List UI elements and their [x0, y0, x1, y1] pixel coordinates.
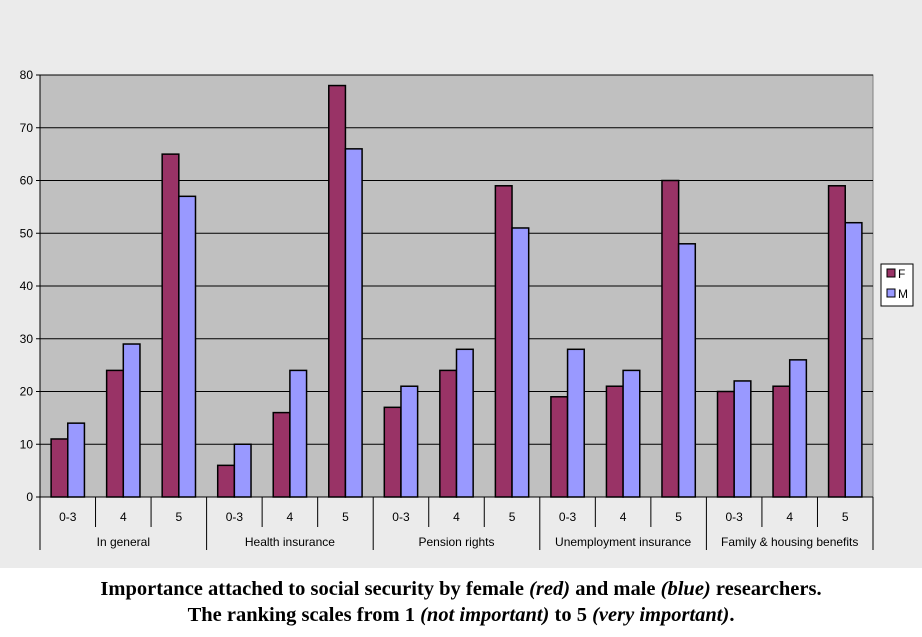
x-tick-label: 0-3: [392, 510, 410, 524]
y-tick-label: 40: [20, 279, 34, 293]
caption-line-2: The ranking scales from 1 (not important…: [187, 604, 735, 626]
x-tick-label: 5: [342, 510, 349, 524]
y-tick-label: 10: [20, 437, 34, 451]
x-tick-label: 5: [675, 510, 682, 524]
bar-f-14: [827, 185, 846, 498]
bar-m-4: [289, 369, 308, 498]
bar-m-5: [344, 148, 363, 498]
bar-f-12: [716, 390, 735, 498]
x-tick-label: 0-3: [559, 510, 577, 524]
bar-f-8: [494, 185, 513, 498]
bar-m-3: [233, 443, 252, 498]
bar-m-12: [733, 380, 752, 498]
x-tick-label: 5: [509, 510, 516, 524]
x-tick-label: 4: [786, 510, 793, 524]
bar-f-7: [439, 369, 458, 498]
y-tick-label: 80: [20, 68, 34, 82]
legend-swatch-m: [886, 288, 896, 298]
bar-f-11: [661, 179, 680, 498]
bar-f-5: [328, 84, 347, 498]
x-tick-label: 0-3: [725, 510, 743, 524]
legend-swatch-f: [886, 268, 896, 278]
bar-m-10: [622, 369, 641, 498]
legend-label-m: M: [898, 287, 908, 301]
bar-m-1: [122, 343, 141, 498]
legend: F M: [880, 263, 914, 307]
x-tick-label: 5: [175, 510, 182, 524]
bar-m-9: [566, 348, 585, 498]
bar-f-9: [550, 396, 569, 498]
bar-m-6: [400, 385, 419, 498]
x-group-label: In general: [97, 535, 150, 549]
y-tick-label: 50: [20, 226, 34, 240]
bar-f-10: [605, 385, 624, 498]
bar-m-2: [178, 195, 197, 498]
bar-m-8: [511, 227, 530, 498]
bar-f-3: [216, 464, 236, 498]
bar-m-0: [67, 422, 86, 498]
x-group-label: Unemployment insurance: [555, 535, 691, 549]
bar-f-4: [272, 411, 291, 498]
x-tick-label: 4: [453, 510, 460, 524]
bar-f-1: [105, 369, 125, 498]
x-tick-label: 0-3: [59, 510, 77, 524]
y-tick-label: 20: [20, 385, 34, 399]
bar-f-13: [772, 385, 791, 498]
bar-m-7: [455, 348, 474, 498]
figure-caption: Importance attached to social security b…: [0, 576, 922, 628]
y-tick-label: 30: [20, 332, 34, 346]
bars: [50, 84, 863, 498]
bar-m-14: [844, 221, 863, 498]
x-tick-label: 0-3: [226, 510, 244, 524]
bar-f-2: [161, 153, 180, 498]
caption-line-1: Importance attached to social security b…: [100, 578, 822, 600]
axes: 0 10 20 30 40 50 60 70 80 0-3 4 5 In general 0-3 4 5 Hea…: [20, 68, 874, 550]
x-tick-label: 5: [842, 510, 849, 524]
bar-chart: 0 10 20 30 40 50 60 70 80 0-3 4 5 In general 0-3 4 5 Hea…: [20, 68, 914, 550]
y-tick-label: 0: [26, 490, 33, 504]
bar-m-11: [677, 243, 697, 498]
x-tick-label: 4: [620, 510, 627, 524]
y-tick-label: 70: [20, 121, 34, 135]
x-group-label: Family & housing benefits: [721, 535, 858, 549]
bar-f-0: [50, 438, 69, 498]
bar-f-6: [383, 406, 402, 498]
x-tick-label: 4: [120, 510, 127, 524]
chart-area: 0 10 20 30 40 50 60 70 80 0-3 4 5 In general 0-3 4 5 Hea…: [0, 0, 922, 568]
x-tick-label: 4: [287, 510, 294, 524]
bar-m-13: [788, 359, 808, 498]
y-tick-label: 60: [20, 174, 34, 188]
x-group-label: Health insurance: [245, 535, 335, 549]
x-group-label: Pension rights: [418, 535, 494, 549]
legend-label-f: F: [898, 267, 905, 281]
